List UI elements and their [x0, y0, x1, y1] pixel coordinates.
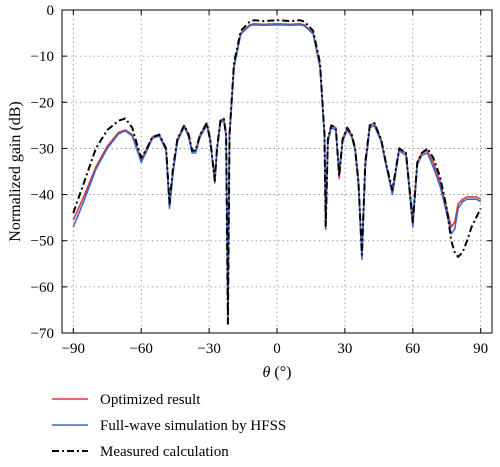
x-tick-label: 30 [337, 341, 352, 357]
y-tick-label: −50 [31, 234, 54, 250]
series-lines [72, 19, 482, 325]
y-tick-label: −70 [31, 326, 54, 342]
legend-label-2: Full-wave simulation by HFSS [100, 418, 286, 434]
legend-label-3: Measured calculation [100, 444, 229, 460]
series-line-2 [72, 24, 482, 316]
legend: Optimized result Full-wave simulation by … [52, 392, 286, 460]
y-tick-label: 0 [47, 3, 55, 19]
x-tick-label: −60 [129, 341, 152, 357]
ticks: −90 −60 −30 0 30 60 90 0 −10 −20 −30 −40 −50 −60 −70 [31, 3, 492, 357]
x-tick-label: 60 [405, 341, 420, 357]
y-tick-label: −60 [31, 280, 54, 296]
legend-label-1: Optimized result [100, 392, 201, 408]
series-line-1 [72, 23, 482, 320]
x-tick-label: −90 [62, 341, 85, 357]
y-tick-label: −30 [31, 141, 54, 157]
series-line-3 [72, 19, 482, 325]
x-tick-label: 90 [473, 341, 488, 357]
y-axis-label: Normalized gain (dB) [7, 101, 24, 241]
x-axis-unit: (°) [274, 364, 291, 381]
grid [62, 9, 492, 334]
x-axis-symbol: θ [263, 364, 271, 381]
x-axis-label: θ (°) [263, 364, 292, 381]
y-tick-label: −20 [31, 95, 54, 111]
y-tick-label: −40 [31, 188, 54, 204]
x-tick-label: −30 [197, 341, 220, 357]
y-tick-label: −10 [31, 49, 54, 65]
x-tick-label: 0 [273, 341, 281, 357]
